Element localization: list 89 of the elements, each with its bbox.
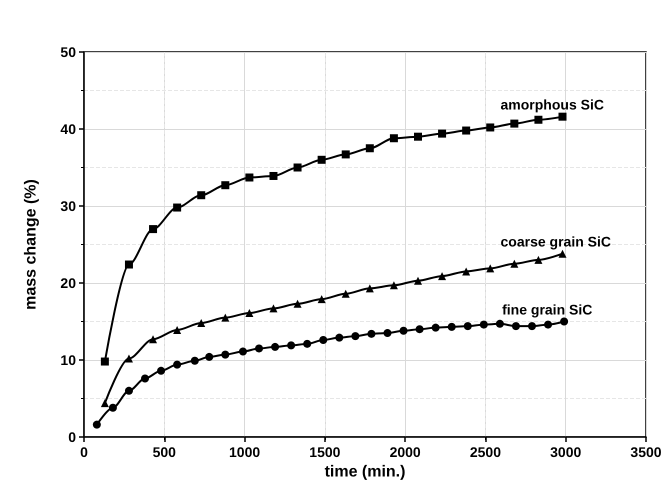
point <box>342 290 350 298</box>
point <box>197 191 206 200</box>
y-tick-label: 40 <box>60 121 76 137</box>
y-axis-title: mass change (%) <box>22 179 40 310</box>
point <box>462 267 470 276</box>
point <box>92 420 101 429</box>
point <box>221 350 230 359</box>
point <box>255 344 264 352</box>
point <box>173 326 182 334</box>
point <box>512 322 520 330</box>
point <box>510 120 518 128</box>
point <box>448 322 456 331</box>
point <box>221 181 230 190</box>
point <box>342 150 350 158</box>
x-tick-label: 2000 <box>390 444 421 460</box>
point <box>245 174 254 182</box>
point <box>560 318 568 326</box>
x-tick-label: 1000 <box>228 444 260 460</box>
point <box>245 309 254 318</box>
point <box>294 300 302 308</box>
y-tick-label: 20 <box>60 275 76 291</box>
y-tick-label: 10 <box>60 352 76 368</box>
point <box>221 314 230 322</box>
point <box>318 295 326 304</box>
point <box>318 156 326 164</box>
point <box>271 342 280 351</box>
point <box>367 330 376 338</box>
point <box>100 399 109 408</box>
point <box>157 366 166 375</box>
x-tick-label: 3500 <box>630 444 662 460</box>
x-tick-label: 1500 <box>309 444 341 460</box>
point <box>383 329 392 338</box>
x-tick-label: 2500 <box>470 444 502 460</box>
y-tick-label: 50 <box>60 44 76 60</box>
point <box>414 276 422 285</box>
point <box>294 164 302 172</box>
point <box>190 356 199 365</box>
point <box>366 144 374 152</box>
x-axis-title: time (min.) <box>324 463 406 480</box>
point <box>390 281 398 290</box>
point <box>124 354 133 362</box>
point <box>400 326 408 335</box>
point <box>319 336 328 344</box>
point <box>558 112 567 121</box>
point <box>303 340 312 348</box>
y-tick-label: 30 <box>60 198 76 214</box>
point <box>558 250 567 258</box>
point <box>351 332 360 340</box>
point <box>366 284 374 292</box>
point <box>438 130 446 138</box>
point <box>438 272 446 280</box>
point <box>496 320 504 328</box>
point <box>534 116 542 124</box>
point <box>100 358 109 366</box>
point <box>480 320 488 329</box>
point <box>238 348 247 356</box>
point <box>462 126 470 135</box>
point <box>124 386 133 395</box>
point <box>197 319 206 328</box>
x-tick-label: 0 <box>80 444 88 460</box>
point <box>205 352 214 361</box>
series-label: fine grain SiC <box>502 302 592 318</box>
point <box>269 172 278 180</box>
point <box>486 123 494 132</box>
point <box>534 256 542 264</box>
point <box>510 260 518 268</box>
point <box>544 320 552 329</box>
point <box>486 264 494 272</box>
point <box>173 360 182 369</box>
point <box>464 322 472 330</box>
x-tick-label: 500 <box>152 444 176 460</box>
point <box>335 334 344 342</box>
point <box>173 204 182 212</box>
point <box>269 304 278 312</box>
point <box>528 322 536 330</box>
x-tick-label: 3000 <box>550 444 582 460</box>
series-label: coarse grain SiC <box>500 234 612 250</box>
point <box>108 404 117 412</box>
point <box>141 374 150 382</box>
point <box>149 335 158 344</box>
point <box>414 132 422 141</box>
point <box>390 134 398 142</box>
point <box>416 325 424 334</box>
point <box>287 341 296 350</box>
point <box>149 225 158 234</box>
point <box>124 260 133 269</box>
y-tick-label: 0 <box>68 429 76 445</box>
point <box>432 324 440 332</box>
series-label: amorphous SiC <box>500 96 604 113</box>
